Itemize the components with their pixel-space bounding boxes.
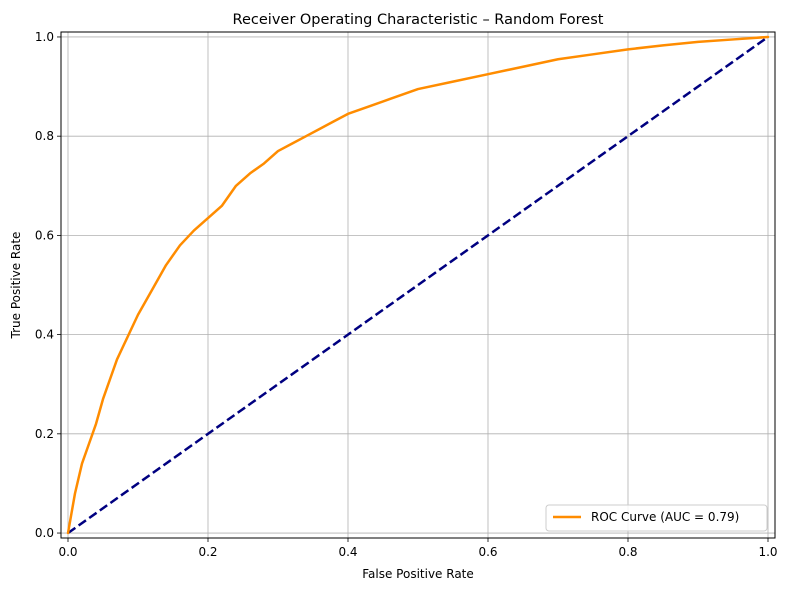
y-tick-label: 0.4 xyxy=(35,328,54,342)
y-tick-label: 0.6 xyxy=(35,228,54,242)
x-tick-label: 0.4 xyxy=(338,545,357,559)
chart-title: Receiver Operating Characteristic – Rand… xyxy=(233,12,604,28)
y-axis-label: True Positive Rate xyxy=(9,232,23,340)
x-tick-label: 1.0 xyxy=(758,545,777,559)
x-tick-label: 0.0 xyxy=(58,545,77,559)
x-tick-label: 0.6 xyxy=(478,545,497,559)
y-tick-label: 0.0 xyxy=(35,526,54,540)
roc-curve-line xyxy=(66,35,770,535)
x-axis-label: False Positive Rate xyxy=(362,567,474,581)
series-layer xyxy=(66,35,770,535)
y-tick-label: 0.2 xyxy=(35,427,54,441)
x-axis-ticks: 0.0 0.2 0.4 0.6 0.8 1.0 xyxy=(58,538,778,559)
legend: ROC Curve (AUC = 0.79) xyxy=(545,504,768,532)
y-tick-label: 0.8 xyxy=(35,129,54,143)
legend-box xyxy=(545,504,768,532)
x-tick-label: 0.2 xyxy=(198,545,217,559)
grid xyxy=(61,32,775,538)
y-axis-ticks: 0.0 0.2 0.4 0.6 0.8 1.0 xyxy=(35,30,61,540)
legend-label-roc: ROC Curve (AUC = 0.79) xyxy=(591,510,739,524)
y-tick-label: 1.0 xyxy=(35,30,54,44)
plot-frame xyxy=(60,31,776,539)
x-tick-label: 0.8 xyxy=(618,545,637,559)
